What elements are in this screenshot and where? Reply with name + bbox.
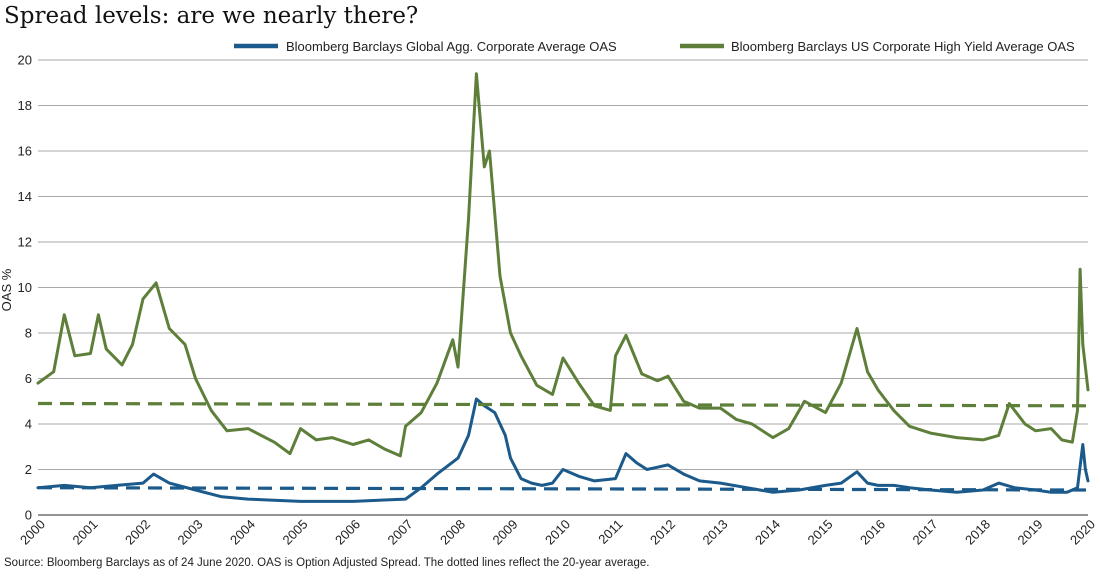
x-tick-label: 2010: [542, 517, 573, 548]
y-tick-label: 12: [18, 235, 32, 250]
gridlines: [38, 59, 1088, 516]
x-tick-label: 2013: [700, 517, 731, 548]
series-lines: [36, 72, 1090, 503]
y-tick-label: 20: [18, 53, 32, 68]
y-tick-label: 2: [25, 462, 32, 477]
x-tick-label: 2016: [857, 517, 888, 548]
y-tick-label: 4: [25, 417, 32, 432]
x-tick-label: 2000: [17, 517, 48, 548]
x-tick-label: 2002: [122, 517, 153, 548]
source-note: Source: Bloomberg Barclays as of 24 June…: [4, 557, 650, 569]
x-tick-label: 2003: [175, 517, 206, 548]
x-tick-label: 2006: [332, 517, 363, 548]
axes: 0 2 4 6 8 10 12 14 16 18 20 2000 2001 2002 2003 2004 200…: [17, 53, 1098, 548]
x-tick-label: 2017: [910, 517, 941, 548]
series-line-1: [36, 72, 1090, 458]
x-tick-label: 2014: [752, 517, 783, 548]
x-tick-label: 2012: [647, 517, 678, 548]
average-line-2: [37, 401, 1089, 408]
x-tick-label: 2007: [385, 517, 416, 548]
x-tick-label: 2020: [1067, 517, 1098, 548]
y-tick-label: 16: [18, 144, 32, 159]
y-tick-label: 18: [18, 98, 32, 113]
x-tick-label: 2008: [437, 517, 468, 548]
y-axis-title: OAS %: [0, 268, 14, 311]
series-line-0: [36, 397, 1090, 503]
x-tick-label: 2005: [280, 517, 311, 548]
y-tick-label: 0: [25, 508, 32, 523]
y-tick-label: 10: [18, 280, 32, 295]
x-tick-label: 2018: [962, 517, 993, 548]
x-tick-label: 2019: [1015, 517, 1046, 548]
y-tick-label: 8: [25, 326, 32, 341]
x-tick-label: 2001: [70, 517, 101, 548]
legend-label-global-agg: Bloomberg Barclays Global Agg. Corporate…: [286, 39, 617, 54]
x-tick-label: 2004: [227, 517, 258, 548]
legend: Bloomberg Barclays Global Agg. Corporate…: [234, 39, 1075, 54]
y-tick-label: 6: [25, 371, 32, 386]
chart-title: Spread levels: are we nearly there?: [4, 3, 419, 29]
x-tick-label: 2011: [595, 517, 625, 547]
y-tick-label: 14: [18, 189, 32, 204]
x-tick-label: 2015: [805, 517, 836, 548]
legend-label-us-hy: Bloomberg Barclays US Corporate High Yie…: [731, 39, 1075, 54]
x-tick-label: 2009: [490, 517, 521, 548]
